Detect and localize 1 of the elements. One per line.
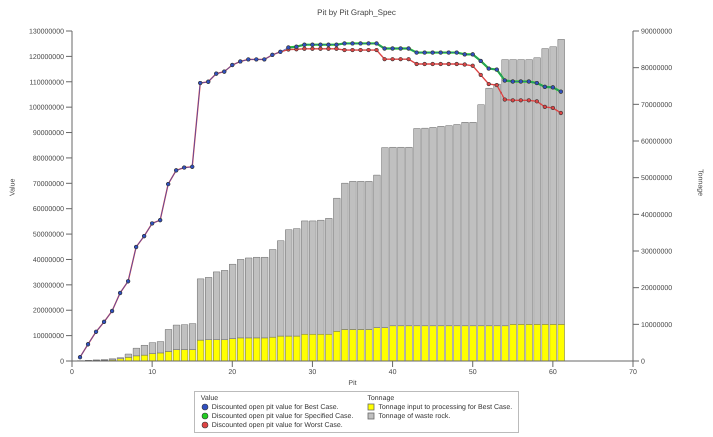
chart-title: Pit by Pit Graph_Spec	[316, 7, 397, 17]
